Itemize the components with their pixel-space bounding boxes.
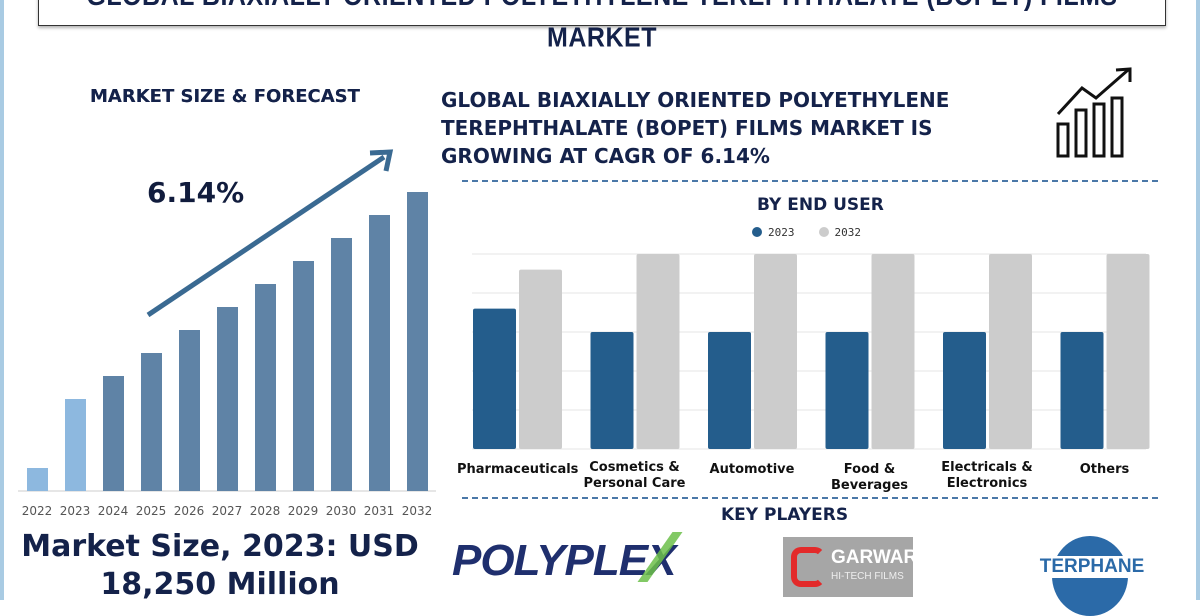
legend-label: 2032: [834, 226, 862, 239]
category-label: Pharmaceuticals: [457, 462, 579, 477]
frame-border-left: [0, 0, 4, 600]
market-forecast-chart: 2022 2023 2024 2025 2026 2027 2028 2029 2030 2031…: [18, 149, 436, 518]
category-label: Others: [1079, 462, 1130, 477]
bar-2032-Pharmaceuticals: [519, 269, 562, 449]
category-label: Food & Beverages: [830, 462, 909, 493]
bar-2032-Electricals & Electronics: [989, 254, 1032, 449]
frame-border-right: [1196, 0, 1200, 600]
bar-2030: [331, 238, 352, 491]
bar-2032-Cosmetics & Personal Care: [636, 254, 680, 449]
divider: [462, 497, 1158, 499]
bar-2023-Cosmetics & Personal Care: [590, 332, 634, 449]
bar-2032-Food & Beverages: [871, 254, 915, 449]
category-label: Cosmetics & Personal Care: [583, 460, 686, 491]
growth-chart-icon: [1056, 67, 1132, 158]
bar-2027: [217, 307, 238, 491]
growth-arrow: [146, 154, 386, 318]
legend-label: 2023: [768, 226, 795, 239]
bar-2023-Electricals & Electronics: [943, 332, 986, 449]
cagr-value: 6.14%: [147, 176, 245, 209]
bar-2023-Food & Beverages: [825, 332, 869, 449]
category-label: Electricals & Electronics: [941, 460, 1033, 491]
polyplex-logo: POLYPLEX: [452, 532, 683, 586]
bar-2032-Others: [1106, 254, 1150, 449]
bar-2025: [141, 353, 162, 491]
category-label: Automotive: [709, 462, 795, 477]
bar-2023: [65, 399, 86, 491]
bar-2028: [255, 284, 276, 491]
x-tick-label: 2027: [212, 504, 243, 518]
bar-2023-Automotive: [708, 332, 751, 449]
terphane-logo: TERPHANE: [1022, 536, 1162, 616]
garware-g-icon: [791, 547, 825, 587]
x-tick-label: 2032: [402, 504, 433, 518]
divider: [462, 180, 1158, 182]
x-tick-label: 2030: [326, 504, 357, 518]
x-tick-label: 2028: [250, 504, 281, 518]
bar-2029: [293, 261, 314, 491]
market-size-text: Market Size, 2023: USD 18,250 Million: [21, 529, 419, 602]
x-tick-label: 2023: [60, 504, 91, 518]
x-tick-label: 2025: [136, 504, 167, 518]
market-size-heading: MARKET SIZE & FORECAST: [90, 86, 360, 107]
headline: GLOBAL BIAXIALLY ORIENTED POLYETHYLENE T…: [441, 88, 950, 168]
key-players-heading: KEY PLAYERS: [721, 505, 849, 525]
x-tick-label: 2029: [288, 504, 319, 518]
bar-2031: [369, 215, 390, 491]
legend-2032: 2032: [818, 226, 862, 239]
forecast-chart-title: MARKET SIZE & FORECAST: [90, 86, 360, 107]
bar-2022: [27, 468, 48, 491]
title-banner: GLOBAL BIAXIALLY ORIENTED POLYETHYLENE T…: [38, 0, 1166, 53]
end-user-heading: BY END USER: [757, 195, 884, 215]
growth-arrow-head: [369, 149, 394, 172]
bar-2023-Others: [1060, 332, 1104, 449]
x-tick-label: 2026: [174, 504, 205, 518]
x-tick-label: 2024: [98, 504, 129, 518]
end-user-chart: [472, 253, 1150, 450]
legend-2023: 2023: [752, 226, 795, 239]
page-title: GLOBAL BIAXIALLY ORIENTED POLYETHYLENE T…: [86, 0, 1117, 54]
x-tick-label: 2022: [22, 504, 53, 518]
legend: 2023 2032: [752, 226, 861, 239]
bar-2032-Automotive: [754, 254, 797, 449]
bar-2032: [407, 192, 428, 491]
bar-2023-Pharmaceuticals: [473, 308, 516, 449]
garware-logo: GARWARE HI-TECH FILMS: [783, 537, 930, 597]
bar-2024: [103, 376, 124, 491]
x-tick-label: 2031: [364, 504, 395, 518]
bar-2026: [179, 330, 200, 491]
